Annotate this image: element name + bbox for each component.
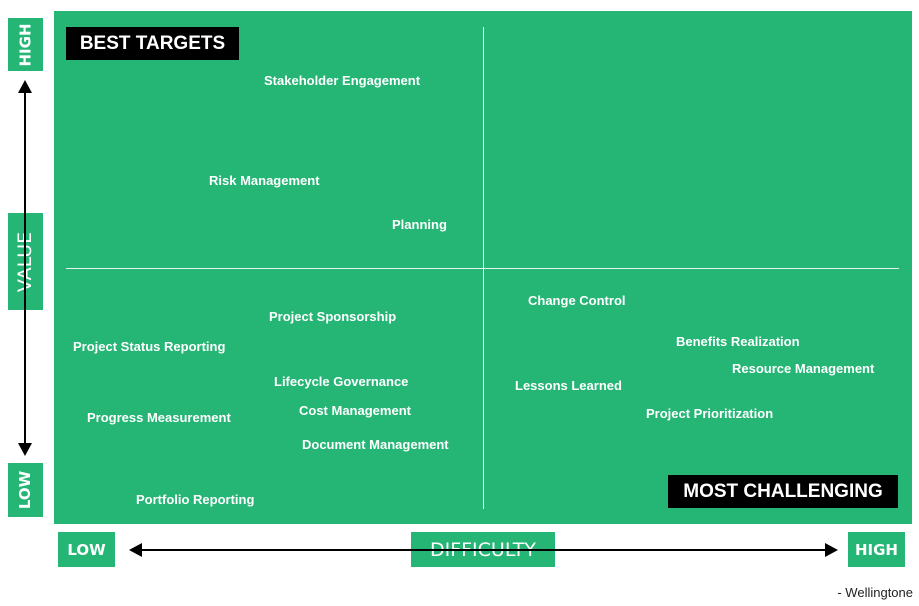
item-portfolio-reporting: Portfolio Reporting xyxy=(136,492,255,507)
item-stakeholder-engagement: Stakeholder Engagement xyxy=(264,73,421,88)
x-axis-low-label: LOW xyxy=(67,540,106,559)
arrow-down-icon xyxy=(18,443,32,456)
item-change-control: Change Control xyxy=(528,293,626,308)
arrow-left-icon xyxy=(129,543,142,557)
item-lifecycle-governance: Lifecycle Governance xyxy=(274,374,409,389)
x-axis-high-tag: HIGH xyxy=(848,532,905,567)
arrow-up-icon xyxy=(18,80,32,93)
item-risk-management: Risk Management xyxy=(209,173,320,188)
item-project-prioritization: Project Prioritization xyxy=(646,406,774,421)
horizontal-divider xyxy=(66,268,899,269)
item-cost-management: Cost Management xyxy=(299,403,411,418)
y-axis-high-label: HIGH xyxy=(16,22,35,67)
y-axis-low-label: LOW xyxy=(16,470,35,510)
item-planning: Planning xyxy=(392,217,447,232)
item-benefits-realization: Benefits Realization xyxy=(676,334,800,349)
item-resource-management: Resource Management xyxy=(732,361,875,376)
y-axis-high-tag: HIGH xyxy=(8,18,43,71)
item-project-status-reporting: Project Status Reporting xyxy=(73,339,226,354)
y-axis-low-tag: LOW xyxy=(8,463,43,517)
arrow-right-icon xyxy=(825,543,838,557)
x-axis-low-tag: LOW xyxy=(58,532,115,567)
item-lessons-learned: Lessons Learned xyxy=(515,378,622,393)
item-project-sponsorship: Project Sponsorship xyxy=(269,309,397,324)
best-targets-badge: BEST TARGETS xyxy=(66,27,239,60)
credit-text: - Wellingtone xyxy=(837,585,913,600)
x-axis-high-label: HIGH xyxy=(854,540,898,559)
matrix-panel: BEST TARGETS MOST CHALLENGING Stakeholde… xyxy=(54,11,912,524)
item-progress-measurement: Progress Measurement xyxy=(87,410,231,425)
most-challenging-badge: MOST CHALLENGING xyxy=(668,475,898,508)
item-document-management: Document Management xyxy=(302,437,449,452)
